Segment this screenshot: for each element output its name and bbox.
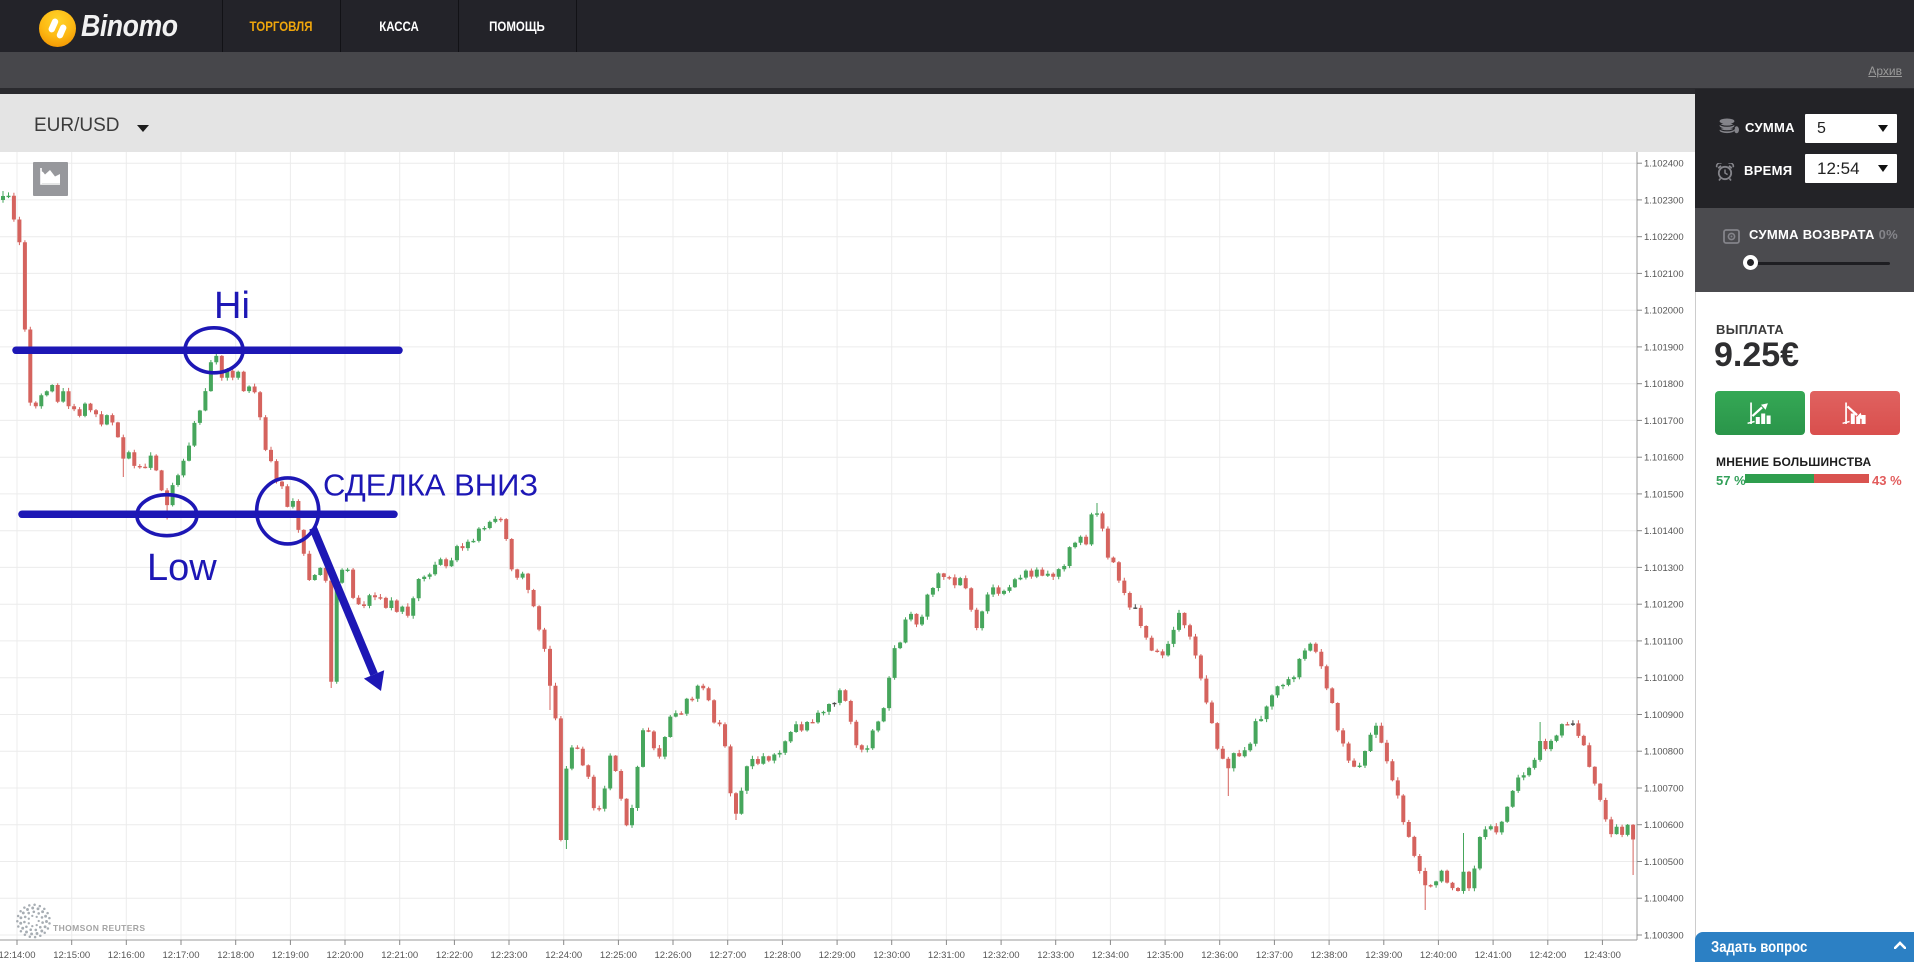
svg-text:1.100600: 1.100600: [1644, 820, 1684, 831]
svg-text:12:39:00: 12:39:00: [1365, 950, 1402, 961]
svg-text:1.102100: 1.102100: [1644, 269, 1684, 280]
svg-text:1.102000: 1.102000: [1644, 306, 1684, 317]
svg-text:12:24:00: 12:24:00: [545, 950, 582, 961]
svg-text:12:17:00: 12:17:00: [163, 950, 200, 961]
svg-text:1.100300: 1.100300: [1644, 931, 1684, 942]
svg-text:1.101900: 1.101900: [1644, 342, 1684, 353]
svg-text:12:40:00: 12:40:00: [1420, 950, 1457, 961]
svg-text:12:14:00: 12:14:00: [0, 950, 35, 961]
svg-text:1.100900: 1.100900: [1644, 710, 1684, 721]
svg-text:12:28:00: 12:28:00: [764, 950, 801, 961]
svg-text:12:36:00: 12:36:00: [1201, 950, 1238, 961]
svg-text:1.100800: 1.100800: [1644, 747, 1684, 758]
svg-text:12:29:00: 12:29:00: [819, 950, 856, 961]
svg-text:12:30:00: 12:30:00: [873, 950, 910, 961]
svg-text:1.101500: 1.101500: [1644, 489, 1684, 500]
svg-text:12:16:00: 12:16:00: [108, 950, 145, 961]
svg-text:1.101800: 1.101800: [1644, 379, 1684, 390]
svg-text:12:43:00: 12:43:00: [1584, 950, 1621, 961]
svg-text:Hi: Hi: [214, 285, 250, 327]
svg-text:12:21:00: 12:21:00: [381, 950, 418, 961]
svg-text:1.101600: 1.101600: [1644, 453, 1684, 464]
svg-text:1.102200: 1.102200: [1644, 232, 1684, 243]
svg-text:1.100500: 1.100500: [1644, 857, 1684, 868]
svg-text:1.101200: 1.101200: [1644, 600, 1684, 611]
svg-text:1.101100: 1.101100: [1644, 636, 1683, 647]
svg-text:12:26:00: 12:26:00: [655, 950, 692, 961]
svg-text:1.100700: 1.100700: [1644, 784, 1684, 795]
svg-text:1.101000: 1.101000: [1644, 673, 1684, 684]
svg-text:12:32:00: 12:32:00: [983, 950, 1020, 961]
svg-text:12:18:00: 12:18:00: [217, 950, 254, 961]
svg-text:1.101700: 1.101700: [1644, 416, 1684, 427]
svg-text:12:25:00: 12:25:00: [600, 950, 637, 961]
svg-text:12:41:00: 12:41:00: [1475, 950, 1512, 961]
svg-text:1.100400: 1.100400: [1644, 894, 1684, 905]
svg-text:12:42:00: 12:42:00: [1529, 950, 1566, 961]
svg-text:12:37:00: 12:37:00: [1256, 950, 1293, 961]
svg-text:12:35:00: 12:35:00: [1147, 950, 1184, 961]
svg-text:12:33:00: 12:33:00: [1037, 950, 1074, 961]
svg-text:12:22:00: 12:22:00: [436, 950, 473, 961]
svg-text:1.102300: 1.102300: [1644, 195, 1684, 206]
svg-text:12:20:00: 12:20:00: [327, 950, 364, 961]
svg-text:1.101300: 1.101300: [1644, 563, 1684, 574]
svg-text:1.102400: 1.102400: [1644, 159, 1684, 170]
svg-text:12:23:00: 12:23:00: [491, 950, 528, 961]
svg-text:1.101400: 1.101400: [1644, 526, 1684, 537]
svg-text:12:34:00: 12:34:00: [1092, 950, 1129, 961]
svg-text:12:15:00: 12:15:00: [53, 950, 90, 961]
svg-text:Low: Low: [147, 547, 217, 589]
svg-text:THOMSON REUTERS: THOMSON REUTERS: [53, 923, 145, 933]
svg-text:12:27:00: 12:27:00: [709, 950, 746, 961]
svg-text:12:19:00: 12:19:00: [272, 950, 309, 961]
svg-text:12:31:00: 12:31:00: [928, 950, 965, 961]
svg-text:СДЕЛКА ВНИЗ: СДЕЛКА ВНИЗ: [323, 468, 538, 503]
svg-text:12:38:00: 12:38:00: [1311, 950, 1348, 961]
